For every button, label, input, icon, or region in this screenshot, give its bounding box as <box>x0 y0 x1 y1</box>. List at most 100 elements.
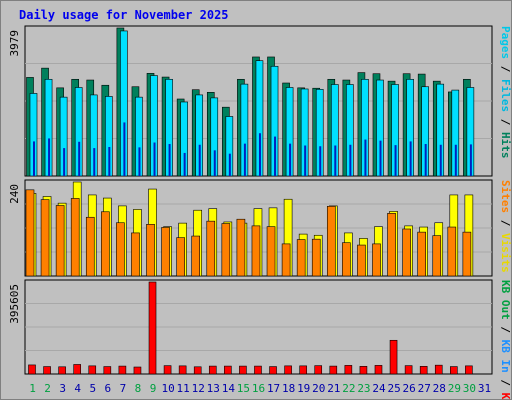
bar-sites <box>206 220 216 277</box>
bar-pages <box>108 146 111 176</box>
x-tick-label: 23 <box>357 382 370 395</box>
bar-kbf <box>254 365 262 375</box>
bar-pages <box>364 139 367 176</box>
x-tick-label: 1 <box>29 382 36 395</box>
bar-kbf <box>208 365 217 375</box>
x-tick-label: 21 <box>327 382 340 395</box>
bar-pages <box>138 147 141 176</box>
bar-kbf <box>344 365 353 375</box>
bar-sites <box>146 224 155 277</box>
x-tick-label: 24 <box>372 382 386 395</box>
x-tick-label: 28 <box>433 382 446 395</box>
right-axis-label-kb: KB Out / KB In / KB F <box>499 280 512 400</box>
bar-pages <box>454 144 457 176</box>
bar-kbf <box>88 365 97 375</box>
x-tick-label: 27 <box>418 382 431 395</box>
bar-kbf <box>28 364 36 375</box>
bar-kbf <box>193 366 202 375</box>
bar-sites <box>221 223 231 277</box>
x-tick-label: 17 <box>267 382 280 395</box>
bar-kbf <box>73 364 81 375</box>
bar-sites <box>70 198 80 277</box>
right-axis-label-visits: Sites / Visits <box>499 180 512 273</box>
bar-kbf <box>299 365 307 375</box>
x-tick-label: 14 <box>222 382 236 395</box>
x-tick-label: 11 <box>177 382 190 395</box>
legend-entry: KB Out <box>499 280 512 320</box>
legend-entry: Visits <box>499 233 512 273</box>
legend-entry: / <box>499 213 512 233</box>
bar-sites <box>432 235 442 277</box>
bar-kbf <box>148 281 157 375</box>
bar-kbf <box>284 365 292 375</box>
x-tick-label: 26 <box>403 382 416 395</box>
bar-sites <box>85 216 95 277</box>
bar-pages <box>168 144 171 176</box>
bar-sites <box>372 243 381 277</box>
x-tick-label: 3 <box>59 382 66 395</box>
y-max-label: 240 <box>8 184 21 204</box>
bar-pages <box>469 144 472 176</box>
bar-sites <box>191 235 201 277</box>
bar-pages <box>33 141 35 176</box>
bar-pages <box>48 138 51 176</box>
x-tick-label: 10 <box>161 382 174 395</box>
bar-sites <box>281 243 291 277</box>
x-tick-label: 19 <box>297 382 310 395</box>
bar-sites <box>25 189 35 277</box>
bar-sites <box>40 199 50 277</box>
bar-pages <box>379 140 382 176</box>
bar-kbf <box>389 339 398 375</box>
bar-sites <box>101 211 110 277</box>
bar-sites <box>176 237 185 277</box>
bar-pages <box>394 145 397 176</box>
legend-entry: / <box>499 320 512 340</box>
x-tick-label: 16 <box>252 382 265 395</box>
x-tick-label: 18 <box>282 382 295 395</box>
bar-kbf <box>450 366 458 375</box>
bar-pages <box>78 141 81 176</box>
legend-entry: KB F <box>499 393 512 400</box>
bar-kbf <box>329 365 338 375</box>
legend-entry: Sites <box>499 180 512 213</box>
bar-kbf <box>163 365 172 375</box>
bar-sites <box>417 231 426 277</box>
x-tick-label: 2 <box>44 382 51 395</box>
x-tick-label: 22 <box>342 382 355 395</box>
bar-kbf <box>404 365 413 375</box>
bar-pages <box>153 142 156 176</box>
bar-pages <box>123 122 126 176</box>
bar-pages <box>243 143 246 176</box>
legend-entry: KB In <box>499 340 512 373</box>
bar-pages <box>409 141 412 176</box>
bar-sites <box>311 238 321 277</box>
bar-kbf <box>103 366 112 375</box>
bar-kbf <box>239 365 247 375</box>
bar-sites <box>462 231 472 277</box>
bar-kbf <box>178 365 187 375</box>
x-tick-label: 5 <box>89 382 96 395</box>
x-tick-label: 13 <box>207 382 220 395</box>
bar-pages <box>319 146 322 176</box>
bar-sites <box>131 232 140 277</box>
bar-kbf <box>374 365 383 375</box>
bar-sites <box>357 244 366 277</box>
bar-kbf <box>224 365 232 375</box>
bar-pages <box>424 144 427 176</box>
bar-pages <box>349 144 352 176</box>
bar-pages <box>93 148 96 176</box>
bar-kbf <box>43 366 51 375</box>
legend-entry: Hits <box>499 132 512 159</box>
bar-sites <box>161 227 170 277</box>
x-tick-label: 25 <box>387 382 400 395</box>
legend-entry: / <box>499 112 512 132</box>
bar-pages <box>274 136 277 176</box>
bar-sites <box>266 226 276 277</box>
x-tick-label: 29 <box>448 382 461 395</box>
x-tick-label: 12 <box>192 382 205 395</box>
bar-pages <box>228 153 231 176</box>
x-tick-label: 20 <box>312 382 325 395</box>
bar-sites <box>326 205 336 277</box>
bar-pages <box>63 148 66 176</box>
bar-kbf <box>419 366 428 375</box>
